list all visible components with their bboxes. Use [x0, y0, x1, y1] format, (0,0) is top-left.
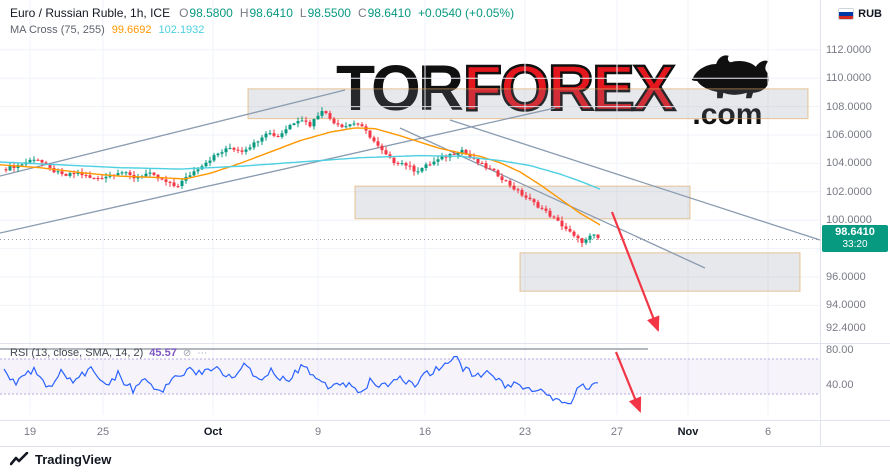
time-axis-label: Oct	[203, 426, 223, 438]
ohlc-open: O98.5800	[179, 6, 233, 20]
rsi-axis-label: 80.00	[826, 344, 854, 357]
price-axis-label: 100.0000	[826, 214, 872, 227]
badge-price: 98.6410	[835, 226, 875, 239]
torforex-watermark: TOR FOREX .com	[336, 40, 775, 136]
currency-code: RUB	[858, 8, 882, 20]
price-axis-label: 102.0000	[826, 185, 872, 198]
russia-flag-icon	[838, 8, 855, 20]
time-axis-label: 9	[314, 426, 322, 438]
tradingview-attribution[interactable]: TradingView	[10, 452, 111, 467]
price-axis-label: 92.4000	[826, 322, 866, 335]
time-axis-label: 27	[610, 426, 624, 438]
ma-75-line[interactable]	[0, 127, 601, 226]
hide-icon[interactable]: ⊘	[182, 347, 192, 359]
tradingview-logo-icon	[10, 452, 29, 466]
time-axis-label: 25	[96, 426, 110, 438]
rsi-value: 45.57	[149, 347, 177, 359]
price-axis-label: 96.0000	[826, 271, 866, 283]
symbol-name[interactable]: Euro / Russian Ruble, 1h, ICE	[10, 6, 171, 20]
price-axis-label: 112.0000	[826, 43, 872, 56]
price-axis-label: 106.0000	[826, 129, 872, 141]
indicator-header: MA Cross (75, 255) 99.6692 102.1932	[10, 24, 204, 36]
ma-cross-label[interactable]: MA Cross (75, 255)	[10, 24, 105, 36]
badge-countdown: 33:20	[842, 239, 868, 251]
symbol-header: Euro / Russian Ruble, 1h, ICE O98.5800 H…	[10, 6, 514, 20]
watermark-forex-text: FOREX	[462, 51, 677, 126]
watermark-com-text: .com	[692, 100, 762, 130]
ohlc-low: L98.5500	[299, 6, 351, 20]
rsi-bands	[0, 358, 820, 395]
price-axis-label: 104.0000	[826, 157, 872, 170]
grid	[0, 0, 820, 415]
rsi-axis-label: 40.00	[826, 379, 854, 392]
more-options-icon[interactable]: ⋯	[197, 347, 208, 359]
price-axis-label: 94.0000	[826, 299, 866, 312]
candles	[4, 107, 600, 247]
ma-fast-value: 99.6692	[111, 24, 152, 36]
tradingview-brand: TradingView	[35, 452, 112, 467]
price-axis-label: 110.0000	[826, 72, 872, 85]
ma-255-line[interactable]	[0, 154, 601, 190]
bull-logo-icon	[692, 55, 770, 99]
time-axis-label: 6	[764, 426, 772, 438]
time-axis-label: 23	[518, 426, 532, 438]
ma-slow-value: 102.1932	[158, 24, 205, 36]
time-axis-label: 19	[23, 426, 37, 438]
current-price-badge: 98.6410 33:20	[822, 225, 888, 253]
watermark-tor-text: TOR	[336, 52, 464, 124]
rsi-label[interactable]: RSI (13, close, SMA, 14, 2)	[10, 347, 144, 359]
rsi-header: RSI (13, close, SMA, 14, 2) 45.57 ⊘ ⋯	[10, 347, 207, 359]
time-axis-label: Nov	[677, 426, 699, 438]
supply-demand-zones[interactable]	[247, 88, 809, 292]
rsi-line	[3, 355, 598, 405]
price-axis-currency[interactable]: RUB	[838, 8, 882, 20]
time-axis-label: 16	[418, 426, 432, 438]
change-value: +0.0540 (+0.05%)	[418, 6, 515, 20]
forecast-arrows[interactable]	[610, 211, 660, 414]
ohlc-high: H98.6410	[239, 6, 293, 20]
price-axis-label: 108.0000	[826, 100, 872, 113]
ohlc-close: C98.6410	[357, 6, 412, 20]
